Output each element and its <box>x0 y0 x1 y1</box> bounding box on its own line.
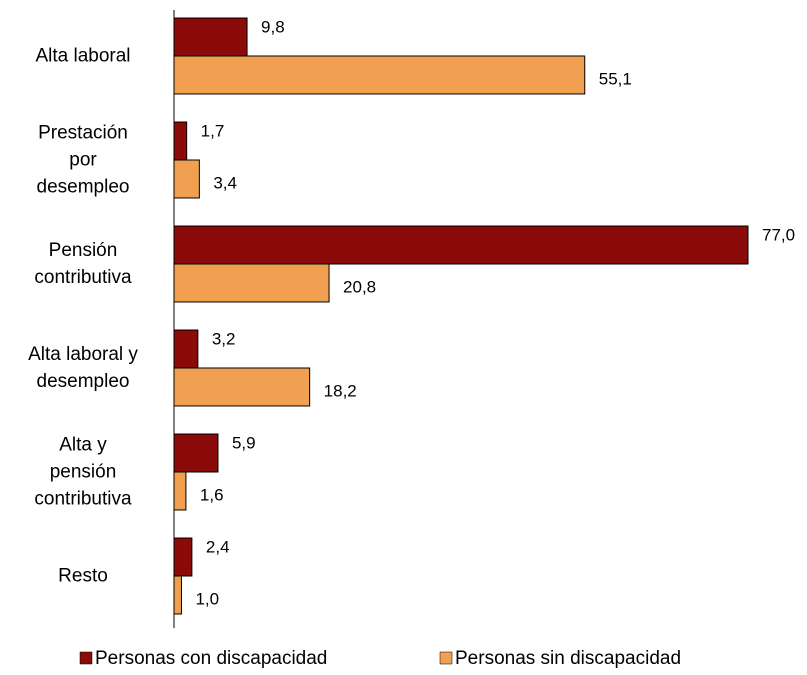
data-label: 1,6 <box>200 485 224 504</box>
bar <box>173 537 193 577</box>
data-label: 1,0 <box>195 589 219 608</box>
data-label: 55,1 <box>599 69 632 88</box>
data-label: 5,9 <box>232 433 256 452</box>
bar <box>173 55 586 95</box>
bar <box>173 17 248 57</box>
bar <box>173 263 330 303</box>
legend-swatch <box>79 651 93 665</box>
bar <box>173 159 200 199</box>
data-label: 18,2 <box>324 381 357 400</box>
y-tick-label: Resto <box>58 565 108 587</box>
data-label: 3,2 <box>212 329 236 348</box>
y-tick-label: Alta y pensión contributiva <box>34 434 132 510</box>
y-tick-label: Alta laboral <box>35 45 131 67</box>
bar <box>173 225 749 265</box>
data-label: 9,8 <box>261 17 285 36</box>
data-label: 20,8 <box>343 277 376 296</box>
y-tick-label: Prestación por desempleo <box>36 122 130 198</box>
data-label: 3,4 <box>213 173 237 192</box>
data-label: 1,7 <box>201 121 225 140</box>
bar <box>173 121 188 161</box>
bar <box>173 471 187 511</box>
legend-label: Personas con discapacidad <box>95 648 327 669</box>
bar <box>173 329 199 369</box>
legend-label: Personas sin discapacidad <box>455 648 681 669</box>
data-label: 2,4 <box>206 537 230 556</box>
bar <box>173 575 182 615</box>
bar <box>173 367 311 407</box>
y-tick-label: Alta laboral y desempleo <box>28 344 138 392</box>
data-label: 77,0 <box>762 225 795 244</box>
y-tick-label: Pensión contributiva <box>34 240 132 288</box>
bar <box>173 433 219 473</box>
legend-swatch <box>439 651 453 665</box>
